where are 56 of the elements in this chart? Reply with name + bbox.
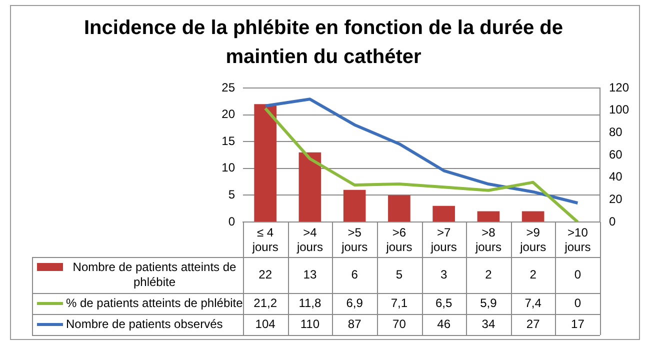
bar	[477, 211, 500, 222]
data-label: 7,1	[390, 296, 408, 310]
y-tick-label: 15	[222, 134, 236, 148]
data-label: 104	[255, 316, 276, 331]
y-tick-label: 25	[222, 80, 236, 94]
data-label: 5,9	[480, 296, 498, 310]
y-tick-label: 5	[228, 188, 236, 202]
x-tick-label: >9 jours	[519, 226, 546, 254]
bar	[343, 190, 366, 222]
data-label: 110	[300, 316, 320, 331]
y-tick-label: 0	[228, 214, 236, 228]
y2-tick-label: 60	[609, 147, 623, 162]
data-label: 2	[485, 267, 492, 282]
data-label: 0	[574, 267, 582, 282]
data-label: 13	[303, 267, 317, 282]
x-tick-label: >5 jours	[340, 226, 368, 254]
y2-tick-label: 80	[609, 124, 623, 139]
bar	[298, 152, 322, 222]
data-label: 5	[396, 267, 403, 282]
legend-label: % de patients atteints de phlébite	[66, 296, 244, 310]
data-label: 46	[437, 316, 451, 331]
chart-title: Incidence de la phlébite en fonction de la durée de maintien du cathéter	[83, 16, 564, 70]
bar	[432, 206, 455, 222]
bar	[254, 104, 276, 222]
y2-tick-label: 40	[609, 170, 623, 184]
data-label: 6	[351, 267, 358, 282]
y2-tick-label: 0	[609, 214, 616, 228]
data-label: 17	[571, 316, 585, 331]
data-label: 87	[348, 316, 362, 331]
y-tick-label: 10	[222, 160, 236, 175]
legend-label: Nombre de patients atteints de phlébite	[72, 260, 237, 289]
data-label: 27	[526, 316, 540, 331]
x-tick-label: >6 jours	[385, 226, 412, 254]
data-label: 34	[482, 316, 496, 331]
x-tick-label: >4 jours	[296, 226, 323, 254]
data-label: 22	[258, 267, 272, 282]
data-label: 6,5	[435, 296, 452, 310]
y2-tick-label: 100	[609, 102, 630, 117]
data-label: 11,8	[298, 296, 322, 310]
data-label: 2	[530, 267, 537, 282]
x-tick-label: >7 jours	[430, 226, 457, 254]
data-label: 70	[392, 316, 406, 331]
legend-label: Nombre de patients observés	[66, 316, 223, 331]
data-label: 21,2	[254, 296, 278, 310]
data-label: 0	[574, 296, 582, 310]
y-tick-label: 20	[222, 107, 236, 122]
data-label: 7,4	[524, 296, 542, 310]
bar	[522, 211, 544, 222]
y2-tick-label: 20	[609, 192, 623, 206]
data-label: 6,9	[346, 296, 364, 310]
bar	[388, 195, 410, 222]
y2-tick-label: 120	[609, 80, 630, 94]
x-tick-label: ≤ 4 jours	[251, 226, 278, 254]
x-tick-label: >8 jours	[474, 226, 502, 254]
data-label: 3	[440, 267, 448, 282]
x-tick-label: >10 jours	[564, 226, 591, 254]
